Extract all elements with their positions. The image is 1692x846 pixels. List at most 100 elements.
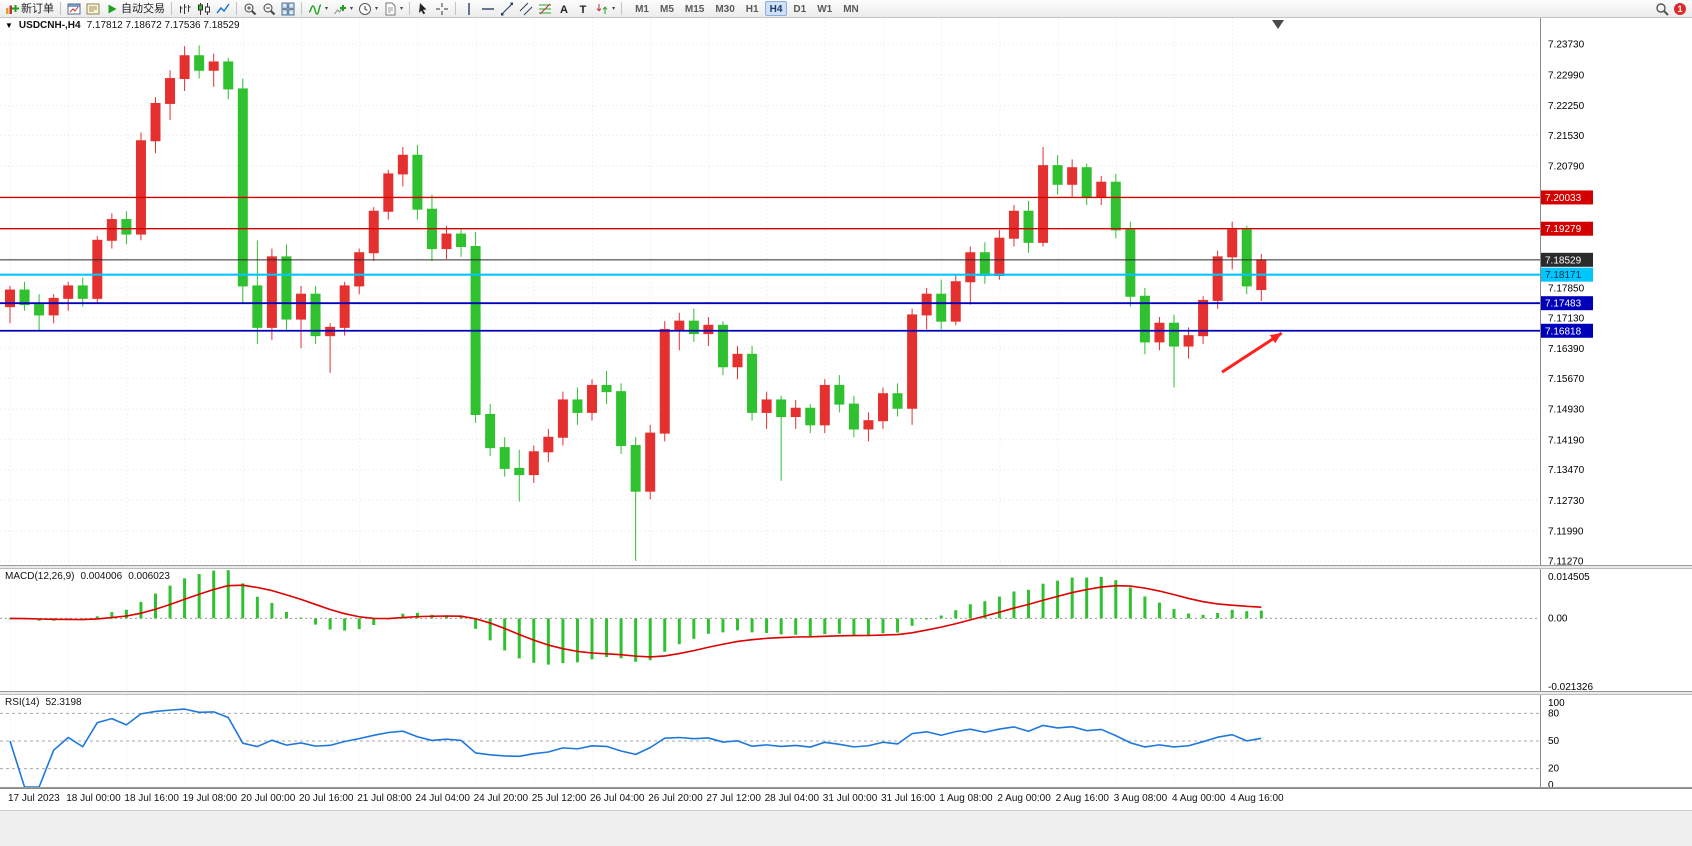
dropdown-caret-icon: ▾ [350,6,354,12]
trendline-icon [500,2,514,16]
zoom-out-button[interactable] [260,1,278,17]
horizontal-line-button[interactable] [479,1,497,17]
svg-text:A: A [560,4,568,16]
text-button[interactable]: A [555,1,573,17]
time-label: 4 Aug 16:00 [1230,793,1284,804]
trendline-button[interactable] [498,1,516,17]
timeframe-m1[interactable]: M1 [635,4,649,15]
new-order-button[interactable]: 新订单 [3,1,56,17]
tile-windows-icon [281,2,295,16]
svg-text:7.11270: 7.11270 [1548,556,1584,565]
add-indicator-button[interactable]: ▾ [331,1,355,17]
svg-text:7.14930: 7.14930 [1548,405,1585,416]
toolbar-separator [455,2,457,15]
timeframe-w1[interactable]: W1 [817,4,833,15]
toolbar-separator [301,2,302,15]
time-label: 18 Jul 16:00 [124,793,179,804]
arrows-icon [595,2,609,16]
tile-windows-button[interactable] [279,1,297,17]
time-label: 18 Jul 00:00 [66,793,121,804]
svg-text:-0.021326: -0.021326 [1548,682,1593,691]
macd-histogram [8,570,1263,665]
time-label: 31 Jul 00:00 [822,793,878,804]
fibonacci-button[interactable] [536,1,554,17]
main-chart-canvas[interactable]: 7.23730 7.22990 7.22250 7.21530 7.20790 7.178… [0,18,1692,565]
timeframe-h1[interactable]: H1 [745,4,759,15]
svg-text:7.20033: 7.20033 [1545,193,1582,204]
time-label: 27 Jul 12:00 [706,793,761,804]
indicators-icon [308,2,322,16]
timeframe-m30[interactable]: M30 [715,4,735,15]
text-a-icon: A [557,2,571,16]
macd-canvas[interactable]: 0.014505 0.00 -0.021326 [0,569,1692,691]
toolbar-separator [621,2,623,15]
svg-text:7.16818: 7.16818 [1545,326,1582,337]
svg-text:7.19279: 7.19279 [1545,224,1582,235]
line-chart-button[interactable] [214,1,232,17]
price-tag [1541,323,1593,338]
vline-icon [462,2,476,16]
time-axis[interactable]: 17 Jul 2023 18 Jul 00:00 18 Jul 16:00 19 Ju… [0,788,1692,810]
toolbar-separator [409,2,411,15]
timeframe-m5[interactable]: M5 [659,4,674,15]
rsi-line [9,708,1262,787]
arrow-annotation [1221,331,1283,374]
templates-button[interactable]: ▾ [381,1,405,17]
svg-text:7.11990: 7.11990 [1548,526,1584,537]
crosshair-icon [435,2,449,16]
time-label: 21 Jul 08:00 [357,793,412,804]
crosshair-button[interactable] [433,1,451,17]
svg-text:T: T [580,4,587,16]
channel-button[interactable] [517,1,535,17]
price-tag [1541,190,1593,205]
dropdown-caret-icon: ▾ [612,6,616,12]
time-label: 19 Jul 08:00 [182,793,238,804]
cursor-icon [416,2,430,16]
dropdown-caret-icon: ▾ [325,6,329,12]
zoom-in-button[interactable] [241,1,259,17]
time-label: 20 Jul 16:00 [299,793,354,804]
cursor-button[interactable] [414,1,432,17]
price-tag [1541,267,1593,282]
rsi-panel: 100 80 50 20 0 RSI(14) 52.3198 [0,695,1692,788]
panel-splitter[interactable] [0,566,1692,569]
toolbar-separator [60,2,61,15]
periods-button[interactable]: ▾ [356,1,380,17]
search-icon[interactable] [1655,2,1669,16]
panel-splitter[interactable] [0,692,1692,695]
svg-text:7.17130: 7.17130 [1548,313,1585,324]
auto-trading-button[interactable]: 自动交易 [103,1,167,17]
fibonacci-icon [538,2,552,16]
svg-text:7.22990: 7.22990 [1548,70,1585,81]
timeframe-d1[interactable]: D1 [793,4,807,15]
arrows-button[interactable]: ▾ [593,1,617,17]
timeframe-h4[interactable]: H4 [764,1,788,16]
time-label: 31 Jul 16:00 [881,793,936,804]
indicators-button[interactable]: ▾ [306,1,330,17]
hline-icon [481,2,495,16]
svg-text:0.014505: 0.014505 [1548,572,1590,583]
auto-trading-button-label: 自动交易 [121,2,165,15]
svg-text:7.22250: 7.22250 [1548,101,1585,112]
timeframe-mn[interactable]: MN [843,4,859,15]
profiles-button[interactable] [84,1,102,17]
dropdown-caret-icon: ▾ [400,6,404,12]
candlestick-chart-button[interactable] [195,1,213,17]
label-button[interactable]: T [574,1,592,17]
notification-badge[interactable]: 1 [1674,2,1686,15]
main-chart-panel: 7.23730 7.22990 7.22250 7.21530 7.20790 7.178… [0,18,1692,566]
svg-text:7.20790: 7.20790 [1548,162,1585,173]
chart-shift-marker [1272,20,1284,29]
text-t-icon: T [576,2,590,16]
bar-chart-button[interactable] [176,1,194,17]
vertical-line-button[interactable] [460,1,478,17]
macd-panel: 0.014505 0.00 -0.021326 MACD(12,26,9) 0.00… [0,569,1692,692]
toolbar-right: 1 [1655,2,1689,16]
chart-window-icon [67,2,81,16]
chart-window-button[interactable] [65,1,83,17]
timeframe-m15[interactable]: M15 [684,4,705,15]
svg-text:80: 80 [1548,708,1560,719]
svg-text:7.16390: 7.16390 [1548,344,1585,355]
